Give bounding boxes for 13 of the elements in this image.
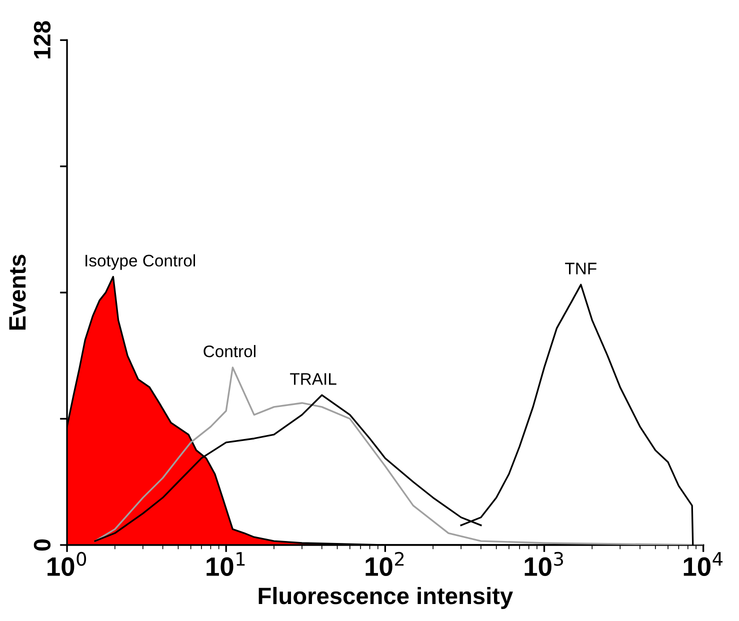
- series-label: TRAIL: [290, 373, 336, 385]
- y-axis-title: Events: [9, 254, 26, 330]
- series-label: Control: [204, 345, 256, 358]
- series-label: Isotype Control: [86, 254, 196, 270]
- x-tick-label: 10$^{1}$: [206, 552, 245, 576]
- x-tick-label: 10$^{0}$: [48, 552, 86, 576]
- y-tick-label: 0: [34, 539, 51, 551]
- x-tick-label: 10$^{2}$: [366, 552, 404, 576]
- series-label: TNF: [565, 262, 596, 274]
- y-tick-label: 128: [34, 21, 51, 58]
- x-tick-label: 10$^{4}$: [684, 552, 723, 576]
- x-axis-title: Fluorescence intensity: [258, 586, 513, 609]
- x-tick-label: 10$^{3}$: [524, 552, 564, 576]
